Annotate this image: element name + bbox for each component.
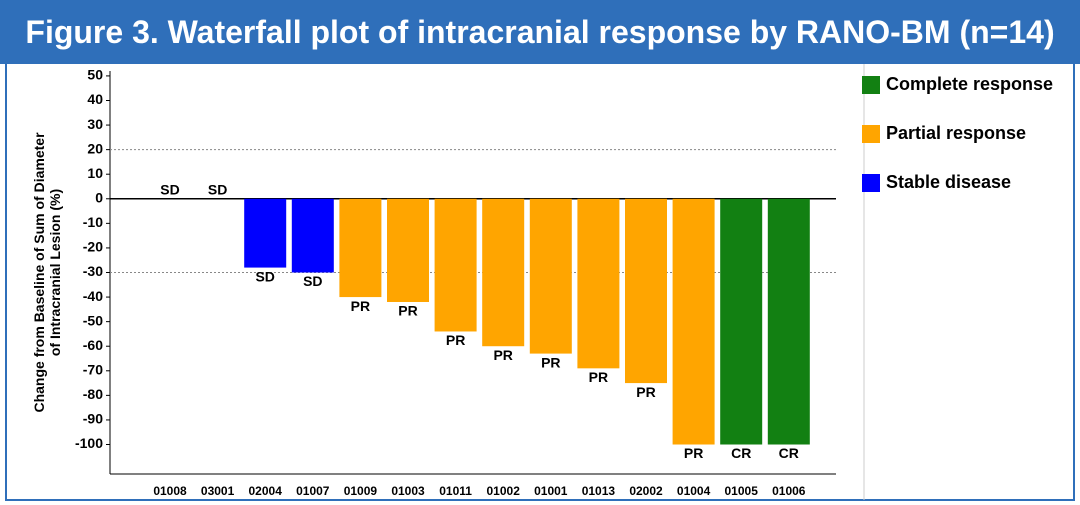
chart-title: Figure 3. Waterfall plot of intracranial… xyxy=(0,0,1080,64)
x-tick-label: 03001 xyxy=(201,484,235,498)
bar xyxy=(529,198,572,354)
bar xyxy=(244,198,287,268)
x-tick-label: 01008 xyxy=(153,484,187,498)
bar-label: PR xyxy=(684,445,703,461)
y-tick-label: -100 xyxy=(75,435,103,451)
x-tick-label: 01006 xyxy=(772,484,806,498)
legend-label: Complete response xyxy=(886,74,1053,94)
y-tick-label: 0 xyxy=(95,189,103,205)
bar-label: SD xyxy=(255,268,274,284)
bar xyxy=(291,198,334,273)
bar xyxy=(577,198,620,369)
bar xyxy=(625,198,667,384)
x-tick-label: 01005 xyxy=(725,484,759,498)
bar xyxy=(482,198,525,347)
x-tick-label: 01003 xyxy=(391,484,425,498)
legend-swatch xyxy=(862,76,880,94)
y-tick-label: -50 xyxy=(83,312,103,328)
bar-label: PR xyxy=(351,298,370,314)
x-tick-label: 01002 xyxy=(487,484,521,498)
bar-label: PR xyxy=(589,369,608,385)
y-tick-label: -80 xyxy=(83,386,103,402)
y-tick-label: -90 xyxy=(83,411,103,427)
x-tick-label: 01004 xyxy=(677,484,711,498)
bar-label: CR xyxy=(731,445,751,461)
x-tick-label: 01011 xyxy=(439,484,472,498)
x-tick-label: 01013 xyxy=(582,484,616,498)
bar xyxy=(339,198,382,298)
y-tick-label: -60 xyxy=(83,337,103,353)
y-tick-label: 40 xyxy=(87,91,103,107)
bar-label: PR xyxy=(398,303,417,319)
bar xyxy=(672,198,715,445)
y-tick-label: 20 xyxy=(87,140,103,156)
legend-label: Partial response xyxy=(886,123,1026,143)
y-axis-label: Change from Baseline of Sum of Diametero… xyxy=(31,132,63,413)
bar-label: CR xyxy=(779,445,799,461)
legend-swatch xyxy=(862,174,880,192)
x-tick-label: 02002 xyxy=(629,484,663,498)
y-tick-label: -40 xyxy=(83,288,103,304)
y-axis-label-line: Change from Baseline of Sum of Diameter xyxy=(31,132,47,413)
bar xyxy=(387,198,429,302)
y-tick-label: -20 xyxy=(83,239,103,255)
y-tick-label: 50 xyxy=(87,67,103,83)
bar-label: PR xyxy=(541,354,560,370)
bar-label: PR xyxy=(493,347,512,363)
y-tick-label: 10 xyxy=(87,165,103,181)
y-tick-label: 30 xyxy=(87,116,103,132)
x-tick-label: 02004 xyxy=(249,484,283,498)
y-tick-label: -30 xyxy=(83,263,103,279)
y-tick-label: -70 xyxy=(83,361,103,377)
bar-label: PR xyxy=(446,332,465,348)
bar xyxy=(720,198,763,445)
bar xyxy=(434,198,477,332)
bar-label: SD xyxy=(303,273,322,289)
legend-label: Stable disease xyxy=(886,172,1011,192)
bar xyxy=(767,198,810,445)
bar-label: SD xyxy=(208,181,227,197)
x-tick-label: 01009 xyxy=(344,484,378,498)
x-tick-label: 01001 xyxy=(534,484,568,498)
y-axis-label-line: of Intracranial Lesion (%) xyxy=(47,189,63,356)
legend-swatch xyxy=(862,125,880,143)
bar-label: PR xyxy=(636,384,655,400)
y-tick-label: -10 xyxy=(83,214,103,230)
x-tick-label: 01007 xyxy=(296,484,330,498)
bar-label: SD xyxy=(160,181,179,197)
